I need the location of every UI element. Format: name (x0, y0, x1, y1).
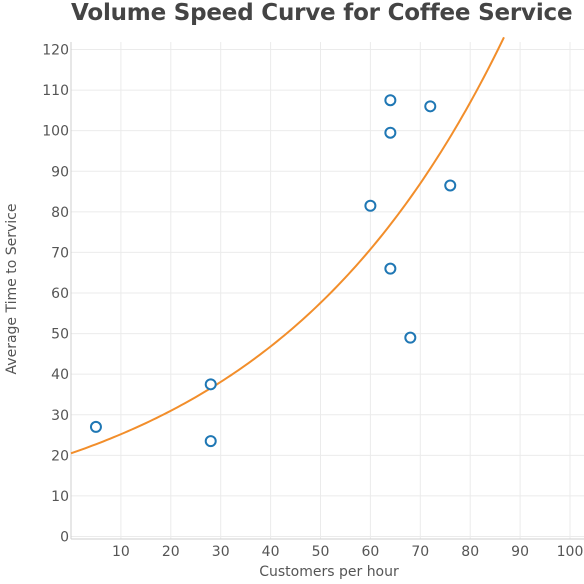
data-point (204, 435, 217, 448)
y-tick-label: 30 (51, 408, 69, 424)
data-point (204, 378, 217, 391)
chart-title: Volume Speed Curve for Coffee Service (71, 0, 573, 26)
y-tick-label: 110 (42, 83, 69, 99)
data-point (384, 126, 397, 139)
y-tick-label: 80 (51, 205, 69, 221)
x-tick-label: 100 (557, 544, 584, 560)
x-tick-label: 10 (112, 544, 130, 560)
x-tick-label: 80 (461, 544, 479, 560)
x-tick-label: 40 (262, 544, 280, 560)
y-tick-label: 50 (51, 327, 69, 343)
x-tick-label: 50 (312, 544, 330, 560)
y-tick-label: 0 (60, 530, 69, 546)
data-point (89, 420, 102, 433)
grid-layer (71, 42, 584, 539)
tick-labels: 0 10 20 30 40 50 60 70 80 90 100 110 120 10 20 30 40 50 60… (42, 43, 583, 561)
y-tick-label: 20 (51, 448, 69, 464)
x-tick-label: 20 (162, 544, 180, 560)
y-tick-label: 100 (42, 124, 69, 140)
y-tick-label: 60 (51, 286, 69, 302)
x-tick-label: 60 (361, 544, 379, 560)
data-point (404, 331, 417, 344)
y-tick-label: 40 (51, 367, 69, 383)
y-tick-label: 90 (51, 164, 69, 180)
data-point (384, 262, 397, 275)
data-point (384, 94, 397, 107)
y-tick-label: 10 (51, 489, 69, 505)
axis-layer (70, 42, 584, 540)
y-axis-label: Average Time to Service (4, 204, 20, 375)
data-point (444, 179, 457, 192)
data-point (424, 100, 437, 113)
x-tick-label: 90 (511, 544, 529, 560)
x-axis-label: Customers per hour (259, 564, 399, 580)
y-tick-label: 70 (51, 245, 69, 261)
y-tick-label: 120 (42, 43, 69, 59)
trend-layer (70, 36, 505, 455)
data-point (364, 199, 377, 212)
x-tick-label: 70 (411, 544, 429, 560)
x-tick-label: 30 (212, 544, 230, 560)
data-points (89, 94, 457, 448)
trend-curve (70, 36, 505, 455)
